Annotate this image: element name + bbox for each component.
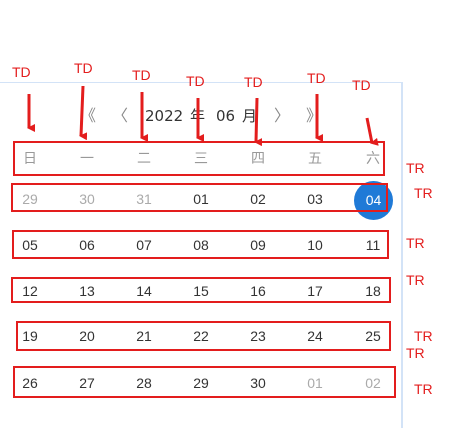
date-cell[interactable]: 21: [136, 328, 152, 344]
tr-highlight-box: [11, 183, 388, 212]
weekday-header: 三: [194, 150, 208, 166]
prev-month-button[interactable]: 〈: [112, 106, 129, 125]
date-cell[interactable]: 26: [22, 375, 38, 391]
tr-label: TR: [414, 381, 433, 397]
date-cell[interactable]: 27: [79, 375, 95, 391]
td-label: TD: [132, 67, 151, 83]
tr-highlight-box: [13, 141, 385, 176]
weekday-header: 五: [308, 150, 322, 166]
td-label: TD: [186, 73, 205, 89]
year-label[interactable]: 2022: [145, 107, 184, 125]
date-cell[interactable]: 20: [79, 328, 95, 344]
td-label: TD: [352, 77, 371, 93]
weekday-header: 六: [366, 150, 380, 166]
tr-label: TR: [406, 345, 425, 361]
tr-highlight-box: [16, 321, 391, 351]
date-cell[interactable]: 05: [22, 237, 38, 253]
date-cell[interactable]: 17: [307, 283, 323, 299]
td-arrow: [79, 85, 88, 141]
date-cell[interactable]: 12: [22, 283, 38, 299]
date-cell[interactable]: 11: [365, 237, 381, 253]
prev-year-button[interactable]: 《: [80, 106, 97, 125]
date-cell[interactable]: 06: [79, 237, 95, 253]
date-cell[interactable]: 10: [307, 237, 323, 253]
date-cell[interactable]: 15: [193, 283, 209, 299]
date-cell[interactable]: 14: [136, 283, 152, 299]
date-cell[interactable]: 08: [193, 237, 209, 253]
tr-highlight-box: [12, 230, 389, 259]
date-cell[interactable]: 18: [365, 283, 381, 299]
td-arrow: [254, 97, 263, 147]
date-cell[interactable]: 01: [307, 375, 323, 391]
date-cell[interactable]: 31: [136, 191, 152, 207]
date-cell[interactable]: 13: [79, 283, 95, 299]
date-cell[interactable]: 22: [193, 328, 209, 344]
tr-label: TR: [406, 160, 425, 176]
weekday-header: 二: [137, 150, 151, 166]
date-cell[interactable]: 02: [250, 191, 266, 207]
date-cell[interactable]: 03: [307, 191, 323, 207]
tr-label: TR: [406, 272, 425, 288]
date-cell[interactable]: 25: [365, 328, 381, 344]
tr-highlight-box: [11, 277, 391, 303]
month-label[interactable]: 06: [216, 107, 236, 125]
date-cell[interactable]: 28: [136, 375, 152, 391]
td-label: TD: [12, 64, 31, 80]
td-arrow: [365, 117, 379, 146]
date-cell[interactable]: 02: [365, 375, 381, 391]
month-suffix: 月: [242, 107, 258, 125]
tr-highlight-box: [13, 366, 396, 398]
date-cell[interactable]: 29: [22, 191, 38, 207]
tr-label: TR: [406, 235, 425, 251]
date-cell[interactable]: 29: [193, 375, 209, 391]
date-cell[interactable]: 19: [22, 328, 38, 344]
date-cell[interactable]: 24: [307, 328, 323, 344]
date-cell[interactable]: 07: [136, 237, 152, 253]
td-label: TD: [74, 60, 93, 76]
weekday-header: 四: [251, 150, 265, 166]
next-month-button[interactable]: 〉: [274, 106, 291, 125]
date-cell[interactable]: 09: [250, 237, 266, 253]
td-label: TD: [307, 70, 326, 86]
date-cell[interactable]: 30: [79, 191, 95, 207]
date-cell[interactable]: 01: [193, 191, 209, 207]
td-label: TD: [244, 74, 263, 90]
date-cell[interactable]: 30: [250, 375, 266, 391]
tr-label: TR: [414, 185, 433, 201]
tr-label: TR: [414, 328, 433, 344]
date-cell[interactable]: 16: [250, 283, 266, 299]
weekday-header: 一: [80, 150, 94, 166]
weekday-header: 日: [23, 150, 37, 166]
date-cell[interactable]: 23: [250, 328, 266, 344]
